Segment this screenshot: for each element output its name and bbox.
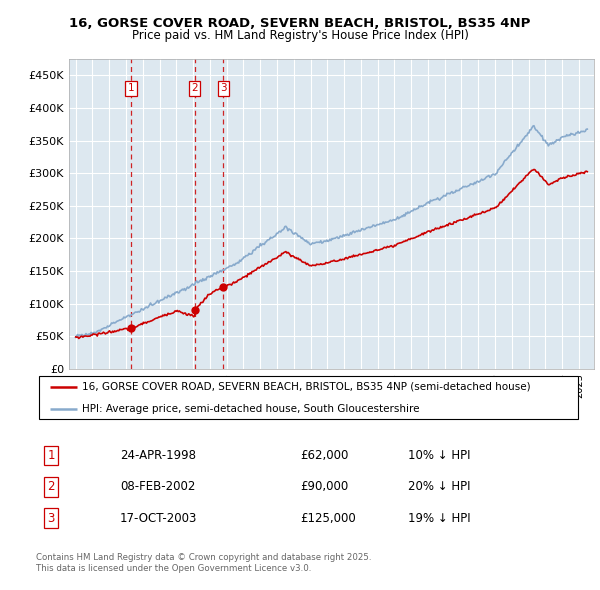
Text: 10% ↓ HPI: 10% ↓ HPI [408,449,470,462]
Text: 2: 2 [47,480,55,493]
Text: 2: 2 [191,83,198,93]
FancyBboxPatch shape [39,376,578,419]
Text: 1: 1 [128,83,134,93]
Text: HPI: Average price, semi-detached house, South Gloucestershire: HPI: Average price, semi-detached house,… [82,404,420,414]
Text: 17-OCT-2003: 17-OCT-2003 [120,512,197,525]
Text: £62,000: £62,000 [300,449,349,462]
Text: 08-FEB-2002: 08-FEB-2002 [120,480,196,493]
Text: £90,000: £90,000 [300,480,348,493]
Text: 19% ↓ HPI: 19% ↓ HPI [408,512,470,525]
Text: 16, GORSE COVER ROAD, SEVERN BEACH, BRISTOL, BS35 4NP: 16, GORSE COVER ROAD, SEVERN BEACH, BRIS… [70,17,530,30]
Text: 16, GORSE COVER ROAD, SEVERN BEACH, BRISTOL, BS35 4NP (semi-detached house): 16, GORSE COVER ROAD, SEVERN BEACH, BRIS… [82,382,531,392]
Text: 3: 3 [220,83,227,93]
Text: Price paid vs. HM Land Registry's House Price Index (HPI): Price paid vs. HM Land Registry's House … [131,30,469,42]
Text: Contains HM Land Registry data © Crown copyright and database right 2025.
This d: Contains HM Land Registry data © Crown c… [36,553,371,573]
Text: 3: 3 [47,512,55,525]
Text: 1: 1 [47,449,55,462]
Text: 24-APR-1998: 24-APR-1998 [120,449,196,462]
Text: £125,000: £125,000 [300,512,356,525]
Text: 20% ↓ HPI: 20% ↓ HPI [408,480,470,493]
